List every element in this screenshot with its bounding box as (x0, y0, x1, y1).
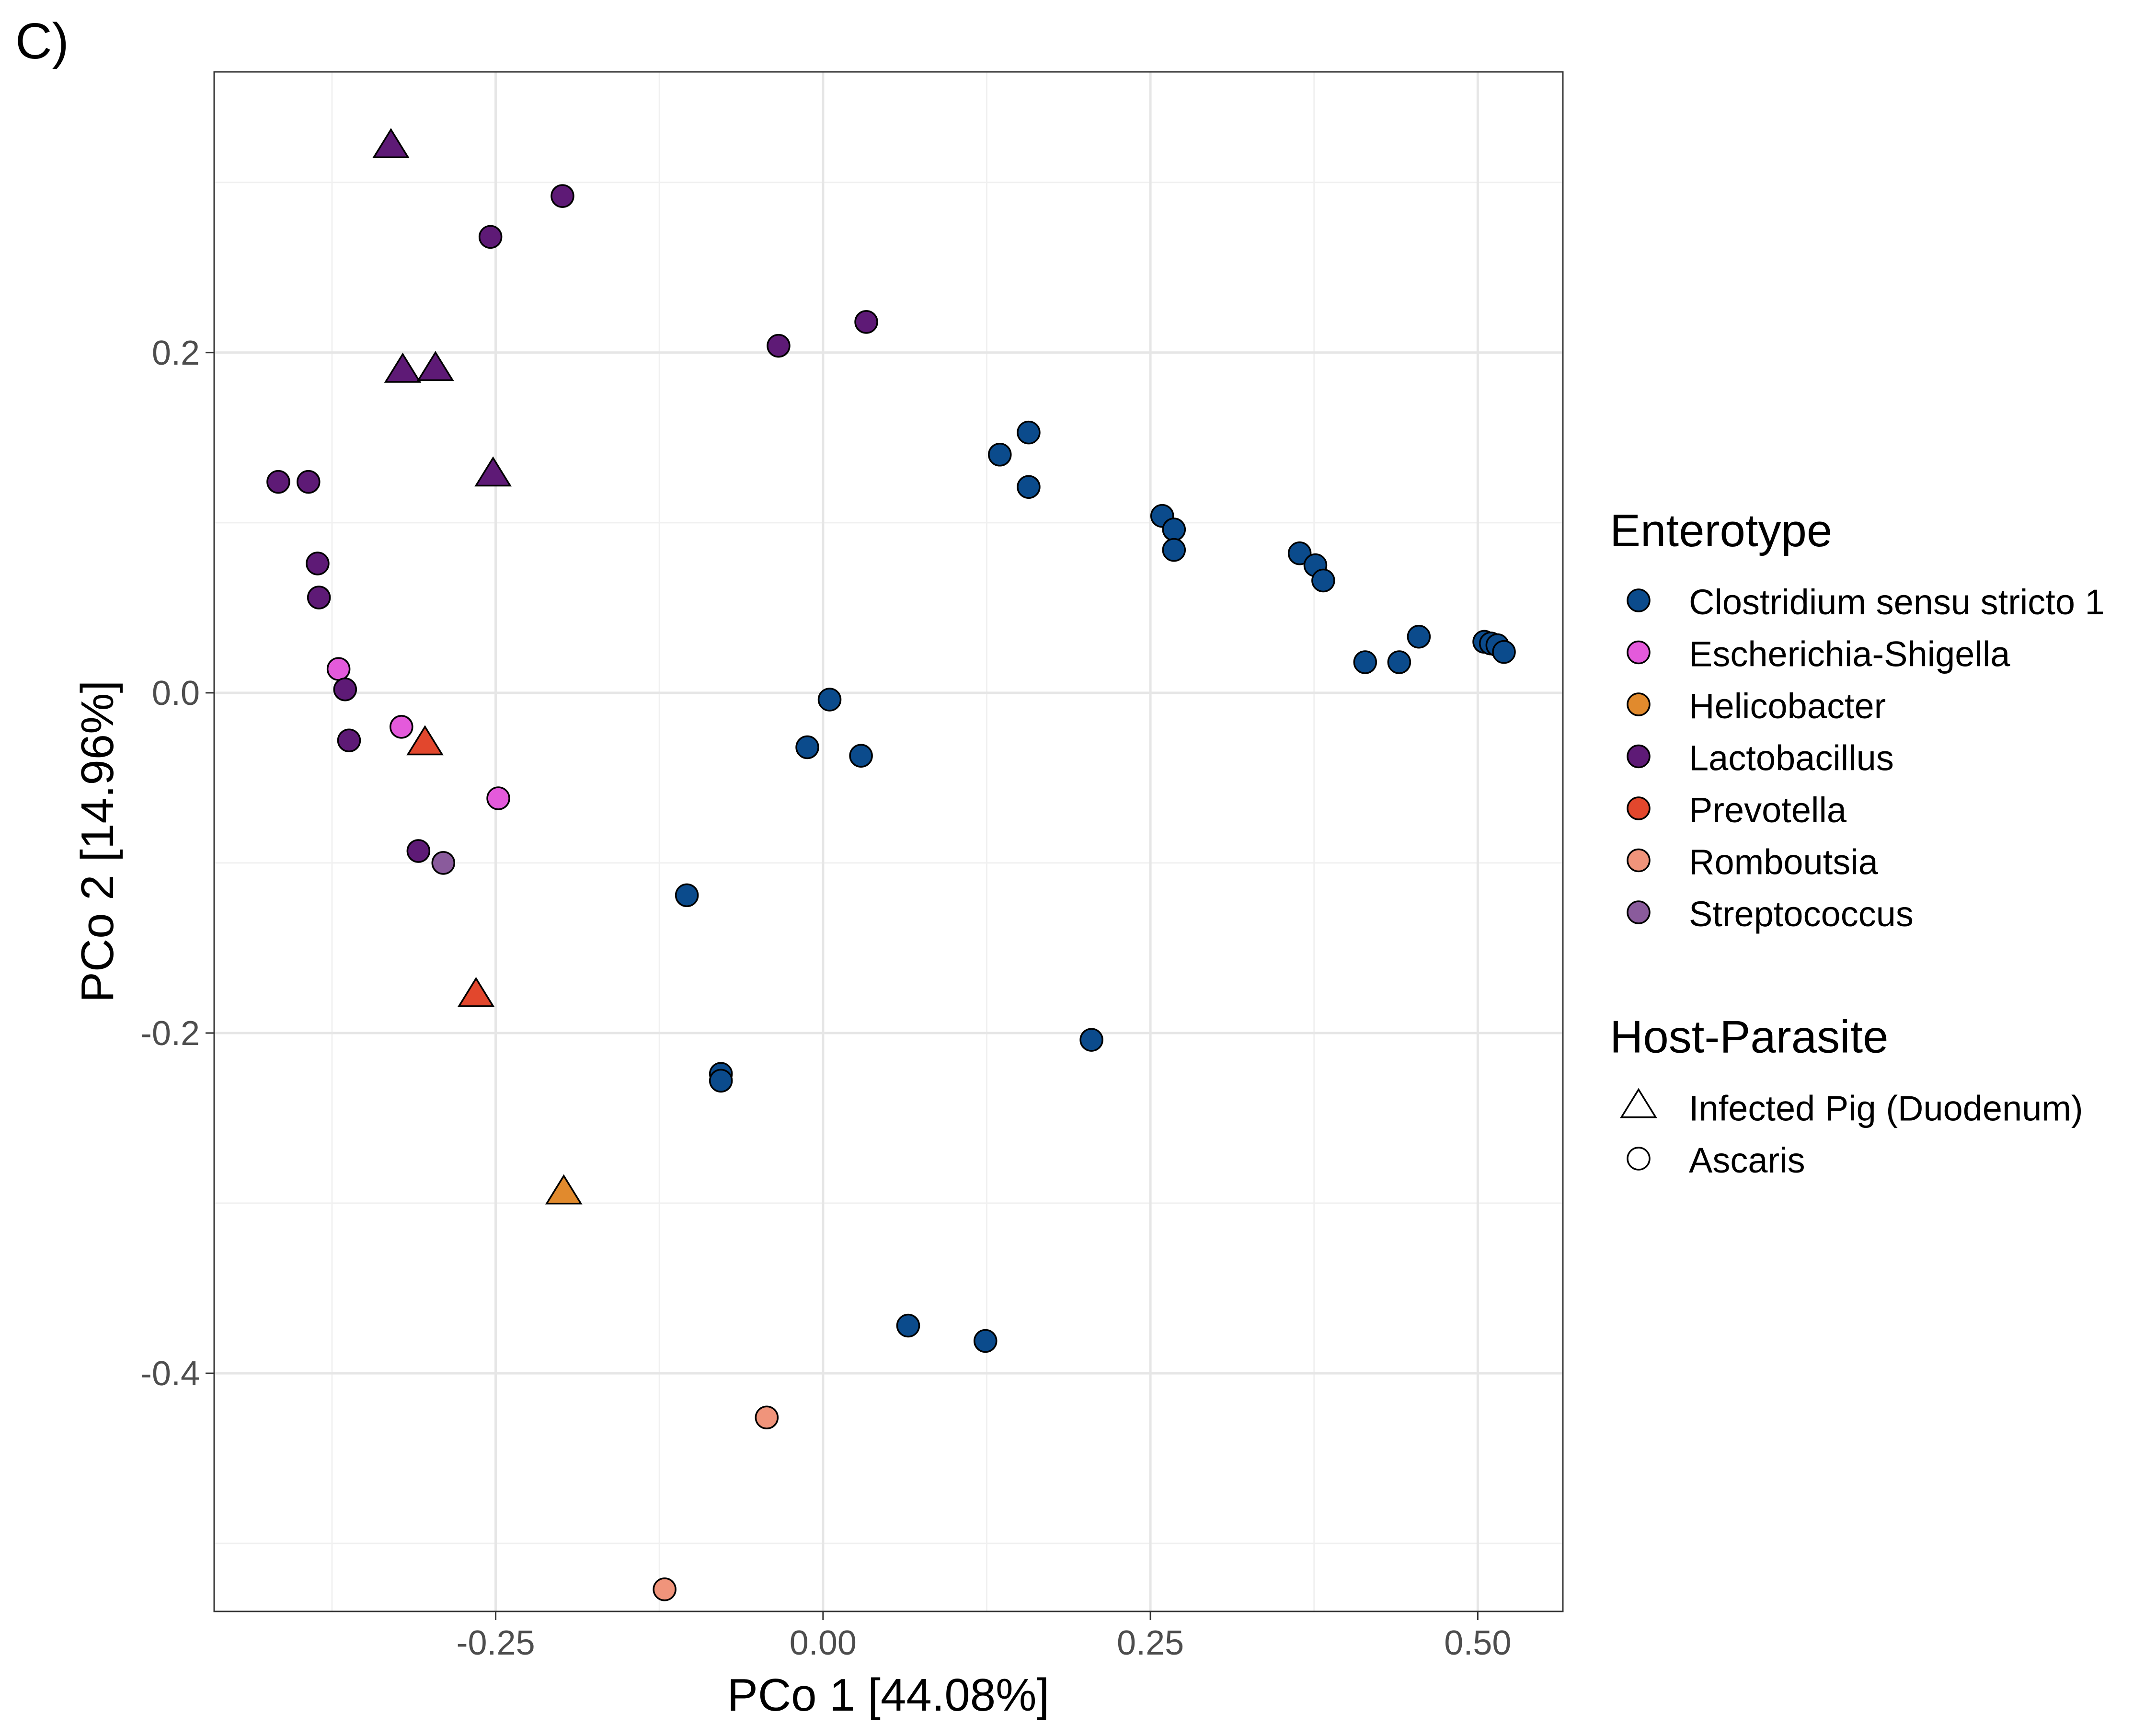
triangle-point (474, 456, 512, 487)
circle-point (486, 786, 510, 810)
circle-point (1387, 650, 1411, 674)
circle-point (988, 443, 1012, 467)
circle-point (896, 1313, 920, 1338)
circle-point (854, 310, 878, 334)
legend-label: Helicobacter (1689, 686, 1886, 726)
legends: Enterotype Clostridium sensu stricto 1 Esc… (1610, 505, 2105, 1180)
circle-point (337, 728, 361, 753)
legend-label: Infected Pig (Duodenum) (1689, 1089, 2083, 1128)
legend-triangle-icon (1620, 1088, 1657, 1118)
minor-gridlines (214, 72, 1563, 1611)
circle-point (1162, 538, 1186, 562)
legend-label: Lactobacillus (1689, 738, 1894, 778)
triangle-point (406, 725, 444, 756)
circle-point (306, 552, 330, 575)
x-axis: -0.25 0.00 0.25 0.50 (457, 1611, 1511, 1662)
circle-point (1492, 640, 1516, 664)
legend-swatch-circle (1627, 640, 1651, 665)
circle-point (333, 678, 357, 702)
legend-swatch-circle (1627, 692, 1651, 716)
triangle-point (545, 1174, 583, 1205)
circle-point (550, 184, 574, 208)
legend-label: Streptococcus (1689, 894, 1914, 934)
plot-area (214, 72, 1563, 1611)
circle-point (973, 1329, 998, 1353)
y-tick-label: 0.2 (152, 334, 200, 372)
triangle-point (457, 977, 495, 1007)
data-points (266, 128, 1516, 1601)
circle-point (1162, 518, 1186, 541)
circle-point (675, 883, 699, 908)
circle-point (767, 334, 791, 358)
circle-point (326, 657, 351, 681)
legend-label: Prevotella (1689, 790, 1847, 830)
circle-point (1407, 624, 1431, 649)
circle-point (849, 744, 873, 768)
circle-point (406, 839, 431, 863)
triangle-point (372, 128, 410, 159)
plot-border (213, 71, 1564, 1612)
legend-swatch-circle (1627, 744, 1651, 769)
circle-point (431, 851, 456, 875)
legend-title: Enterotype (1610, 505, 1832, 556)
y-tick-label: -0.2 (140, 1014, 200, 1053)
circle-point (1287, 541, 1312, 565)
panel-label: C) (15, 13, 69, 69)
triangle-point (384, 352, 422, 383)
legend-swatch-circle (1627, 588, 1651, 612)
triangle-point (417, 351, 454, 381)
y-axis-label: PCo 2 [14.96%] (72, 680, 123, 1002)
legend-label: Clostridium sensu stricto 1 (1689, 582, 2105, 622)
legend-label: Escherichia-Shigella (1689, 634, 2010, 674)
circle-point (795, 735, 819, 759)
circle-point (307, 586, 331, 610)
legend-swatch-circle (1627, 900, 1651, 924)
circle-point (390, 715, 413, 739)
circle-point (478, 225, 503, 249)
circle-point (1017, 420, 1041, 445)
circle-point (1353, 650, 1377, 674)
circle-point (755, 1405, 779, 1430)
legend-circle-icon (1627, 1147, 1651, 1171)
circle-point (1017, 475, 1041, 499)
circle-point (297, 470, 321, 494)
circle-point (1079, 1028, 1103, 1052)
y-axis: -0.4 -0.2 0.0 0.2 (140, 334, 214, 1393)
y-tick-label: 0.0 (152, 674, 200, 713)
x-axis-label: PCo 1 [44.08%] (727, 1669, 1049, 1721)
legend-swatch-circle (1627, 848, 1651, 873)
major-gridlines (214, 72, 1563, 1611)
y-tick-label: -0.4 (140, 1355, 200, 1393)
legend-swatch-circle (1627, 796, 1651, 820)
circle-point (653, 1577, 677, 1601)
x-tick-label: 0.50 (1444, 1624, 1511, 1662)
circle-point (817, 688, 842, 712)
circle-point (1311, 568, 1335, 593)
x-tick-label: 0.00 (790, 1624, 857, 1662)
circle-point (709, 1069, 733, 1093)
x-tick-label: 0.25 (1117, 1624, 1184, 1662)
legend-title: Host-Parasite (1610, 1012, 1889, 1063)
legend-label: Ascaris (1689, 1140, 1805, 1180)
legend-label: Romboutsia (1689, 842, 1879, 882)
x-tick-label: -0.25 (457, 1624, 535, 1662)
circle-point (266, 470, 290, 494)
